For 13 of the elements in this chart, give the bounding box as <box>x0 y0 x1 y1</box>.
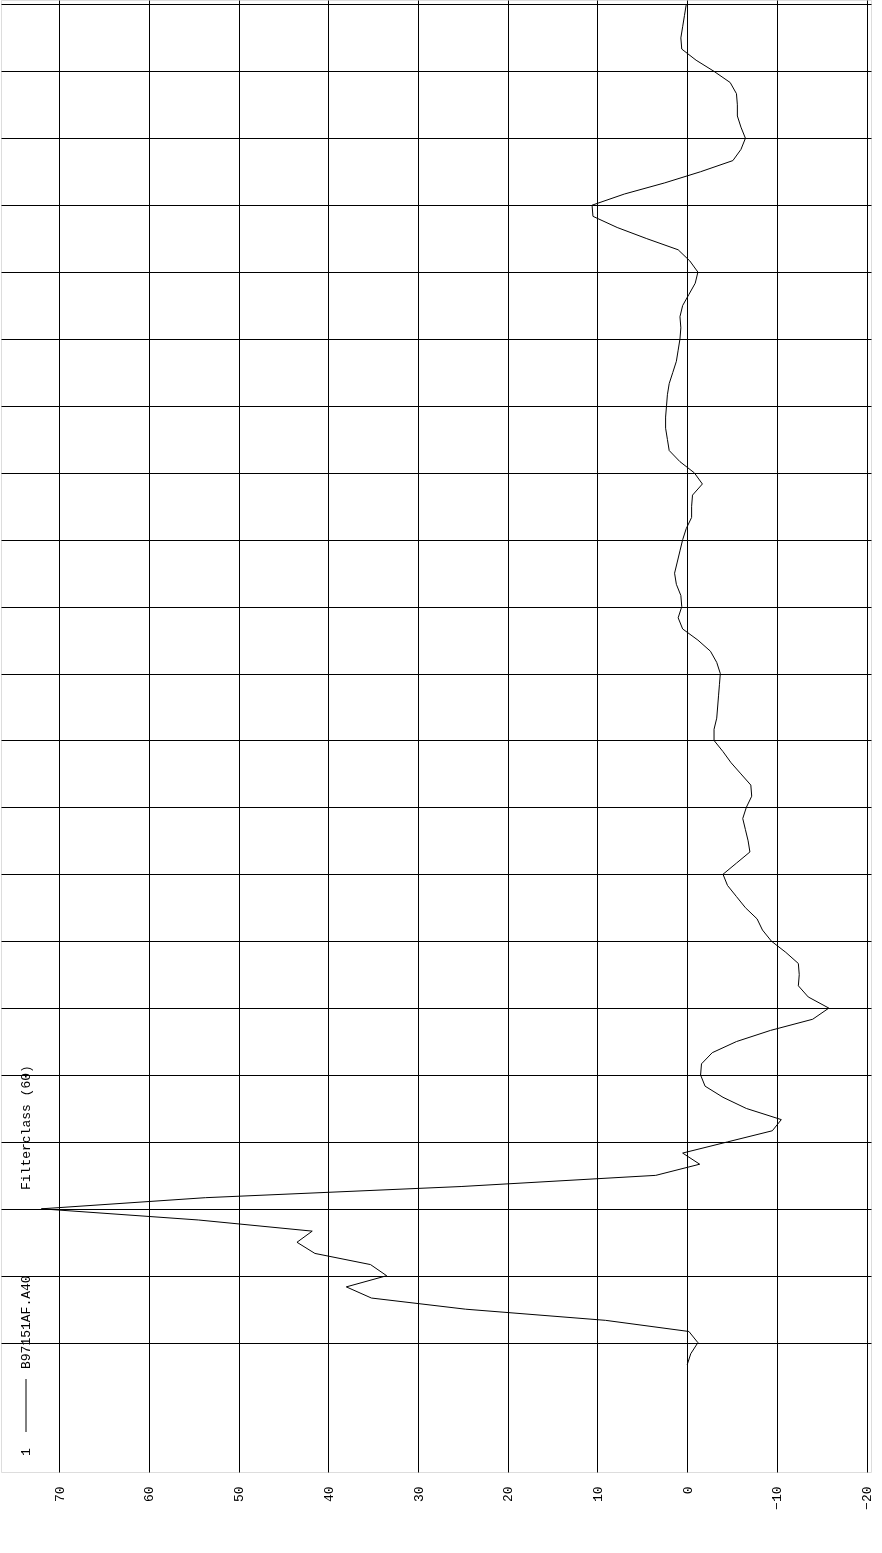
x-tick-label: 30 <box>411 1486 427 1503</box>
legend-title: 1 <box>19 1447 34 1456</box>
annotation: Filterclass (60) <box>19 1065 34 1190</box>
x-tick-label: −10 <box>770 1486 786 1510</box>
x-tick-label: 70 <box>52 1486 68 1503</box>
x-tick-label: 40 <box>321 1486 337 1503</box>
x-tick-label: 50 <box>232 1486 248 1503</box>
x-tick-label: 10 <box>590 1486 606 1503</box>
x-tick-label: 0 <box>680 1486 696 1495</box>
x-tick-label: 60 <box>142 1486 158 1503</box>
text: B97151AF.A40 <box>19 1275 34 1369</box>
x-tick-label: 20 <box>501 1486 517 1503</box>
x-tick-label: −20 <box>860 1486 876 1510</box>
